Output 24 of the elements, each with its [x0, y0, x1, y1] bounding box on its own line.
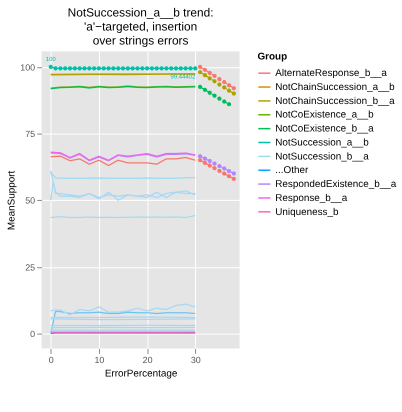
legend-label: NotSuccession_b__a — [275, 151, 370, 162]
y-tick-label: 100 — [20, 62, 36, 72]
y-axis-title: MeanSupport — [6, 170, 18, 230]
legend-label: NotChainSuccession_a__b — [275, 82, 396, 94]
legend-label: Uniqueness_b — [275, 206, 339, 218]
x-tick-label: 0 — [48, 354, 54, 365]
legend-label: NotCoExistence_b__a — [275, 124, 374, 135]
y-tick-label: 75 — [25, 128, 36, 139]
legend-title: Group — [257, 51, 288, 62]
x-tick-label: 30 — [190, 354, 201, 365]
legend-label: AlternateResponse_b__a — [275, 68, 388, 80]
y-tick-label: 25 — [25, 262, 36, 272]
chart-title: NotSuccession_a__b trend: 'a'−targeted, insertion over strings errors — [68, 6, 214, 48]
legend-label: RespondedExistence_b__a — [275, 179, 397, 190]
legend-label: ...Other — [275, 165, 309, 176]
legend-label: NotCoExistence_a__b — [275, 110, 374, 121]
legend-label: Response_b__a — [275, 192, 348, 204]
x-tick-label: 10 — [94, 354, 104, 365]
x-tick-label: 20 — [142, 354, 153, 365]
legend-label: NotSuccession_a__b — [275, 137, 370, 148]
y-tick-label: 50 — [25, 196, 36, 206]
legend-label: NotChainSuccession_b__a — [275, 96, 396, 107]
x-axis-title: ErrorPercentage — [104, 368, 178, 380]
y-tick-label: 0 — [30, 328, 36, 339]
